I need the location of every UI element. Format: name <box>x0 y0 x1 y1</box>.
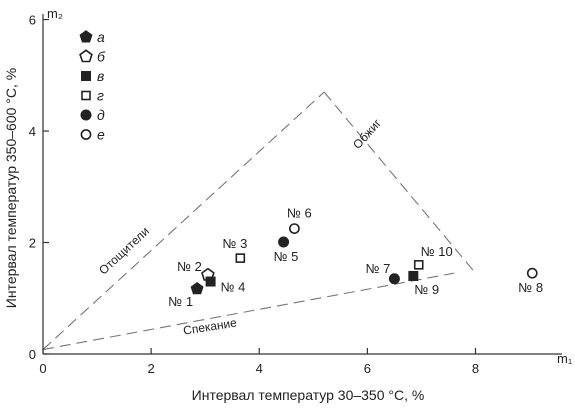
point-label: № 3 <box>223 236 248 251</box>
x-axis-symbol: m₁ <box>557 351 573 366</box>
legend-label: д <box>97 107 105 123</box>
point-label: № 8 <box>518 280 543 295</box>
data-point <box>235 253 246 263</box>
data-point <box>526 267 538 279</box>
point-labels: № 1 № 2 № 4 № 3 № 5 № 6 № 7 № 9 № 10 № 8 <box>168 206 543 309</box>
data-point <box>288 223 300 234</box>
legend-label: г <box>97 88 104 104</box>
region-boundary-line <box>42 91 325 350</box>
region-label: Обжиг <box>350 116 384 152</box>
region-label: Спекание <box>182 315 238 337</box>
region-label: Отощители <box>96 224 152 277</box>
x-axis-title: Интервал температур 30–350 °С, % <box>192 387 425 403</box>
y-ticks: 0 2 4 6 <box>29 13 49 362</box>
data-point <box>408 270 419 281</box>
legend-label: е <box>97 127 105 143</box>
y-tick-label: 4 <box>29 124 36 139</box>
point-label: № 9 <box>414 282 439 297</box>
region-boundaries <box>42 91 476 351</box>
point-label: № 5 <box>274 249 299 264</box>
legend-label: в <box>97 68 104 84</box>
data-point <box>205 276 216 287</box>
x-tick-label: 2 <box>148 361 155 376</box>
x-ticks: 0 2 4 6 8 <box>39 348 479 376</box>
point-label: № 2 <box>177 259 202 274</box>
data-point <box>388 273 400 285</box>
legend-marker <box>80 129 92 140</box>
y-axis-symbol: m₂ <box>47 6 63 21</box>
data-point <box>413 260 424 270</box>
data-points <box>190 223 538 295</box>
legend-marker <box>79 30 93 43</box>
legend-marker <box>81 90 91 101</box>
data-point <box>190 281 204 295</box>
legend-marker <box>81 71 91 81</box>
region-boundary-line <box>42 272 454 351</box>
point-label: № 4 <box>221 280 246 295</box>
point-label: № 10 <box>421 244 453 259</box>
legend-label: а <box>97 29 105 45</box>
point-label: № 1 <box>168 294 193 309</box>
y-tick-label: 6 <box>29 13 36 28</box>
region-labels: Отощители Обжиг Спекание <box>96 116 384 338</box>
legend-label: б <box>97 49 106 65</box>
y-axis-title: Интервал температур 350–600 °С, % <box>3 68 19 308</box>
data-point <box>278 236 290 248</box>
axes <box>42 14 562 355</box>
point-label: № 6 <box>287 206 312 221</box>
x-tick-label: 4 <box>256 361 263 376</box>
y-tick-label: 2 <box>29 236 36 251</box>
region-boundary-line <box>323 91 476 274</box>
x-tick-label: 8 <box>472 361 479 376</box>
y-tick-label: 0 <box>29 347 36 362</box>
x-tick-label: 6 <box>364 361 371 376</box>
legend-marker <box>80 109 92 121</box>
x-tick-label: 0 <box>39 361 46 376</box>
legend-marker <box>79 49 93 63</box>
point-label: № 7 <box>366 261 391 276</box>
